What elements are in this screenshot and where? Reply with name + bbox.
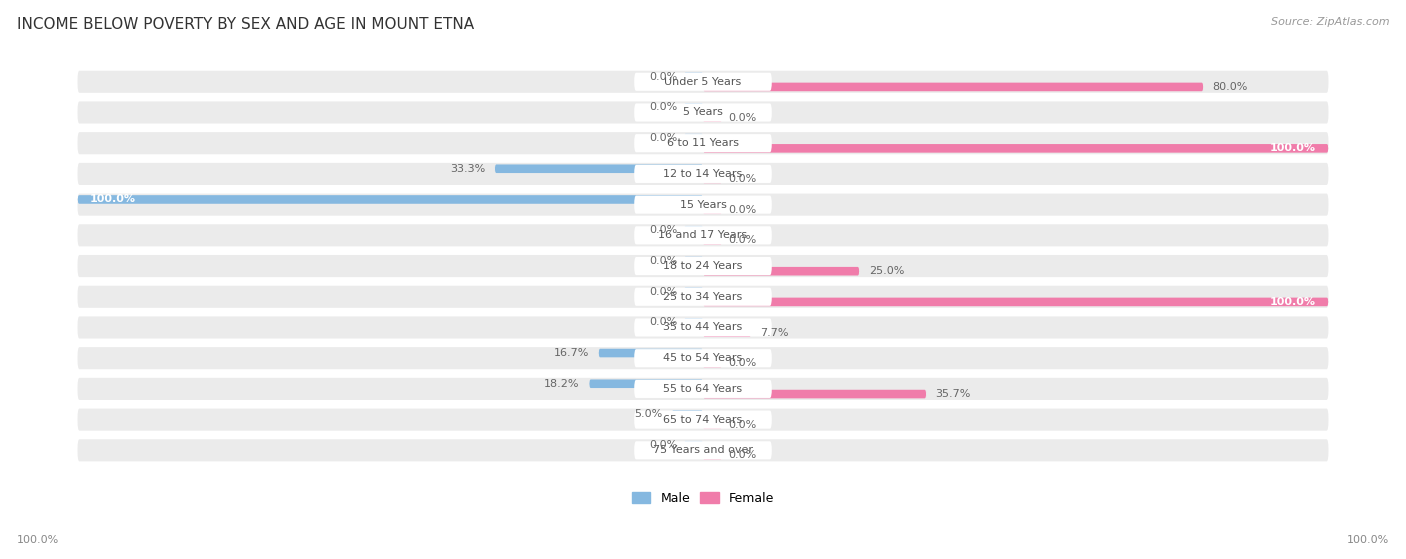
Text: 15 Years: 15 Years	[679, 200, 727, 210]
FancyBboxPatch shape	[703, 175, 721, 183]
Text: 100.0%: 100.0%	[1270, 297, 1316, 307]
FancyBboxPatch shape	[634, 226, 772, 244]
FancyBboxPatch shape	[672, 410, 703, 419]
Text: 7.7%: 7.7%	[761, 328, 789, 338]
Text: 25 to 34 Years: 25 to 34 Years	[664, 292, 742, 302]
Text: Source: ZipAtlas.com: Source: ZipAtlas.com	[1271, 17, 1389, 27]
FancyBboxPatch shape	[77, 163, 1329, 185]
FancyBboxPatch shape	[703, 236, 721, 245]
Text: 12 to 14 Years: 12 to 14 Years	[664, 169, 742, 179]
Text: 18 to 24 Years: 18 to 24 Years	[664, 261, 742, 271]
FancyBboxPatch shape	[703, 359, 721, 368]
FancyBboxPatch shape	[703, 451, 721, 460]
Text: 0.0%: 0.0%	[650, 256, 678, 266]
Text: 18.2%: 18.2%	[544, 379, 579, 389]
Text: 5.0%: 5.0%	[634, 409, 662, 419]
FancyBboxPatch shape	[495, 164, 703, 173]
Text: 80.0%: 80.0%	[1213, 82, 1249, 92]
Text: 55 to 64 Years: 55 to 64 Years	[664, 384, 742, 394]
Text: 75 Years and over: 75 Years and over	[652, 446, 754, 456]
Text: 16 and 17 Years: 16 and 17 Years	[658, 230, 748, 240]
FancyBboxPatch shape	[77, 193, 1329, 216]
FancyBboxPatch shape	[634, 73, 772, 91]
FancyBboxPatch shape	[77, 347, 1329, 369]
FancyBboxPatch shape	[77, 224, 1329, 247]
Text: 100.0%: 100.0%	[90, 195, 136, 205]
Text: 0.0%: 0.0%	[650, 318, 678, 328]
FancyBboxPatch shape	[634, 349, 772, 367]
FancyBboxPatch shape	[634, 103, 772, 121]
FancyBboxPatch shape	[685, 318, 703, 326]
Text: 0.0%: 0.0%	[650, 102, 678, 112]
FancyBboxPatch shape	[77, 439, 1329, 461]
Text: 0.0%: 0.0%	[728, 358, 756, 368]
FancyBboxPatch shape	[77, 286, 1329, 308]
FancyBboxPatch shape	[634, 196, 772, 214]
FancyBboxPatch shape	[685, 257, 703, 265]
FancyBboxPatch shape	[634, 319, 772, 337]
FancyBboxPatch shape	[685, 103, 703, 112]
FancyBboxPatch shape	[77, 132, 1329, 154]
FancyBboxPatch shape	[77, 409, 1329, 430]
FancyBboxPatch shape	[634, 288, 772, 306]
Text: 0.0%: 0.0%	[728, 113, 756, 122]
Text: 0.0%: 0.0%	[650, 225, 678, 235]
Text: 16.7%: 16.7%	[554, 348, 589, 358]
FancyBboxPatch shape	[599, 349, 703, 357]
FancyBboxPatch shape	[634, 257, 772, 275]
Text: 35.7%: 35.7%	[935, 389, 972, 399]
FancyBboxPatch shape	[77, 101, 1329, 124]
FancyBboxPatch shape	[703, 144, 1329, 153]
FancyBboxPatch shape	[703, 420, 721, 429]
FancyBboxPatch shape	[685, 441, 703, 449]
Text: 0.0%: 0.0%	[728, 205, 756, 215]
FancyBboxPatch shape	[703, 267, 859, 276]
Text: 0.0%: 0.0%	[728, 420, 756, 430]
Text: 45 to 54 Years: 45 to 54 Years	[664, 353, 742, 363]
FancyBboxPatch shape	[685, 226, 703, 234]
FancyBboxPatch shape	[77, 71, 1329, 93]
Text: 0.0%: 0.0%	[728, 235, 756, 245]
FancyBboxPatch shape	[589, 380, 703, 388]
FancyBboxPatch shape	[703, 297, 1329, 306]
FancyBboxPatch shape	[77, 378, 1329, 400]
Text: 6 to 11 Years: 6 to 11 Years	[666, 138, 740, 148]
FancyBboxPatch shape	[77, 195, 703, 204]
Text: INCOME BELOW POVERTY BY SEX AND AGE IN MOUNT ETNA: INCOME BELOW POVERTY BY SEX AND AGE IN M…	[17, 17, 474, 32]
Text: 0.0%: 0.0%	[650, 133, 678, 143]
FancyBboxPatch shape	[77, 255, 1329, 277]
Text: 0.0%: 0.0%	[650, 287, 678, 297]
Text: 65 to 74 Years: 65 to 74 Years	[664, 415, 742, 425]
FancyBboxPatch shape	[685, 134, 703, 143]
Text: 33.3%: 33.3%	[450, 164, 485, 174]
FancyBboxPatch shape	[703, 113, 721, 122]
FancyBboxPatch shape	[685, 72, 703, 81]
Text: 0.0%: 0.0%	[650, 72, 678, 82]
Text: 35 to 44 Years: 35 to 44 Years	[664, 323, 742, 333]
FancyBboxPatch shape	[634, 410, 772, 429]
Text: 5 Years: 5 Years	[683, 107, 723, 117]
Text: 100.0%: 100.0%	[17, 535, 59, 545]
FancyBboxPatch shape	[703, 206, 721, 214]
FancyBboxPatch shape	[77, 316, 1329, 339]
FancyBboxPatch shape	[634, 134, 772, 152]
FancyBboxPatch shape	[703, 328, 751, 337]
FancyBboxPatch shape	[685, 287, 703, 296]
Text: Under 5 Years: Under 5 Years	[665, 77, 741, 87]
Text: 100.0%: 100.0%	[1347, 535, 1389, 545]
FancyBboxPatch shape	[703, 83, 1204, 91]
Text: 0.0%: 0.0%	[650, 440, 678, 450]
Text: 25.0%: 25.0%	[869, 266, 904, 276]
FancyBboxPatch shape	[634, 165, 772, 183]
Text: 0.0%: 0.0%	[728, 174, 756, 184]
FancyBboxPatch shape	[703, 390, 927, 399]
Text: 100.0%: 100.0%	[1270, 143, 1316, 153]
FancyBboxPatch shape	[634, 441, 772, 459]
FancyBboxPatch shape	[634, 380, 772, 398]
Text: 0.0%: 0.0%	[728, 451, 756, 461]
Legend: Male, Female: Male, Female	[627, 487, 779, 510]
